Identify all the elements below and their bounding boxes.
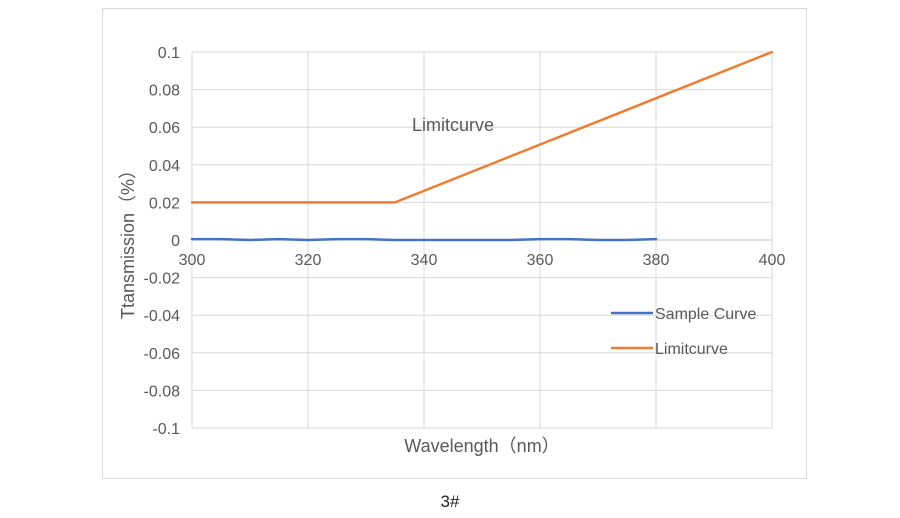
- y-tick-label: -0.1: [152, 421, 180, 438]
- chart-frame: 0.1 0.08 0.06 0.04 0.02 0 -0.02 -0.04 -0.06 -0.08…: [102, 8, 807, 479]
- legend-label-limitcurve: Limitcurve: [655, 341, 728, 358]
- y-tick-label: 0.06: [149, 120, 180, 137]
- x-tick-label: 320: [295, 252, 322, 269]
- x-axis-title: Wavelength（nm）: [404, 436, 559, 456]
- series-lines: [190, 50, 774, 242]
- series-line-limitcurve: [190, 50, 774, 204]
- x-tick-label: 300: [179, 252, 206, 269]
- y-axis-title: Ttansmission（%）: [118, 161, 138, 319]
- y-tick-label: 0.08: [149, 83, 180, 100]
- x-tick-label: 400: [759, 252, 786, 269]
- y-tick-label: 0.04: [149, 158, 180, 175]
- limitcurve-annotation: Limitcurve: [412, 115, 494, 135]
- x-tick-labels: 300 320 340 360 380 400: [179, 252, 786, 269]
- line-chart: 0.1 0.08 0.06 0.04 0.02 0 -0.02 -0.04 -0.06 -0.08…: [118, 45, 786, 456]
- y-tick-label: -0.02: [144, 271, 181, 288]
- y-tick-labels: 0.1 0.08 0.06 0.04 0.02 0 -0.02 -0.04 -0.06 -0.08…: [144, 45, 181, 438]
- series-line-sample-curve: [190, 237, 658, 242]
- x-tick-label: 340: [411, 252, 438, 269]
- y-tick-label: -0.06: [144, 346, 181, 363]
- y-tick-label: 0.02: [149, 195, 180, 212]
- y-tick-label: -0.08: [144, 383, 181, 400]
- x-tick-label: 360: [527, 252, 554, 269]
- x-tick-label: 380: [643, 252, 670, 269]
- legend: Sample Curve Limitcurve: [611, 306, 756, 358]
- figure-caption: 3#: [440, 492, 460, 511]
- y-tick-label: 0: [171, 233, 180, 250]
- legend-label-sample-curve: Sample Curve: [655, 306, 756, 323]
- y-tick-label: 0.1: [158, 45, 180, 62]
- y-tick-label: -0.04: [144, 308, 181, 325]
